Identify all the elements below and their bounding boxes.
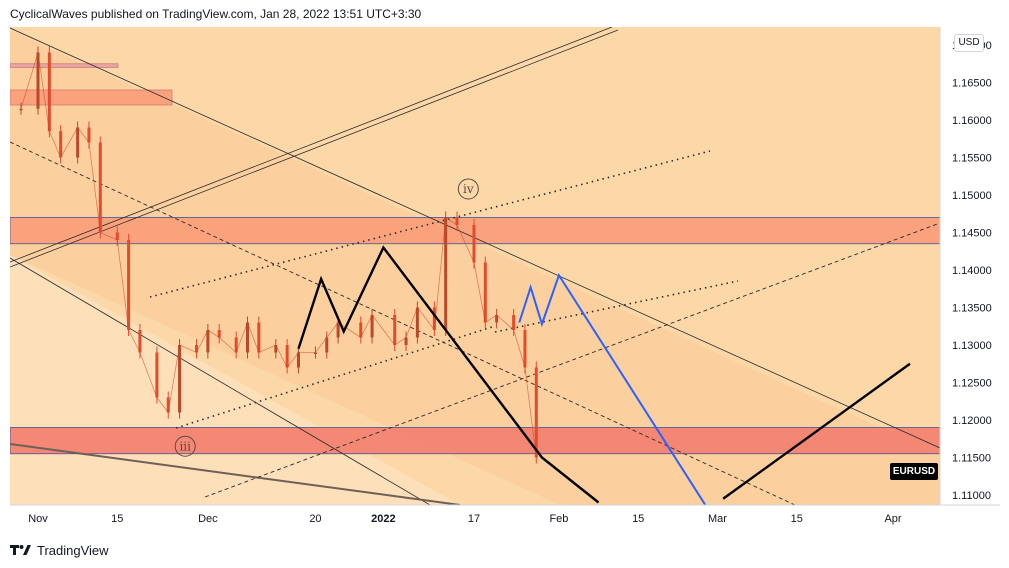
price-bar [195, 345, 199, 353]
wave-label-text: iii [179, 439, 191, 453]
price-bar [87, 127, 91, 143]
double-line-a [10, 27, 613, 263]
channel-line-bottom [10, 257, 431, 505]
x-tick-label: Nov [28, 513, 48, 525]
price-bar [98, 142, 102, 233]
plot-layer: iv iii [10, 27, 940, 505]
wave-label-circle [174, 435, 196, 457]
publish-info: CyclicalWaves published on TradingView.c… [10, 7, 422, 21]
price-bar [370, 315, 374, 338]
price-bar [246, 322, 250, 353]
y-tick-label: 1.15000 [952, 190, 992, 202]
price-bar [59, 131, 63, 158]
price-bar [432, 307, 436, 330]
price-bar [455, 217, 459, 225]
price-bar [115, 232, 119, 240]
x-tick-label: 15 [791, 513, 803, 525]
price-bar [178, 345, 182, 413]
price-bar [404, 337, 408, 345]
x-tick-label: 15 [632, 513, 644, 525]
y-tick-label: 1.11000 [952, 490, 991, 502]
price-bar [217, 330, 221, 338]
price-bar [257, 322, 261, 353]
gray-declining-line [10, 443, 461, 505]
double-line-b [10, 29, 619, 268]
currency-badge[interactable]: USD [954, 34, 984, 52]
tradingview-logo-icon [10, 545, 31, 555]
zone-upper-box-2 [10, 89, 173, 106]
x-tick-label: Apr [884, 513, 901, 525]
x-tick-label: 20 [309, 513, 321, 525]
price-bar [234, 337, 238, 353]
price-bar [138, 330, 142, 353]
price-bar [495, 315, 499, 323]
drawing-rising-black-line [722, 362, 911, 500]
price-series [19, 46, 538, 464]
price-bar [325, 337, 329, 353]
price-bar [534, 367, 538, 458]
price-bar [155, 352, 159, 398]
y-tick-label: 1.12000 [952, 415, 992, 427]
price-bar [336, 322, 340, 338]
wave-label-circle [457, 178, 479, 200]
price-bar [19, 108, 23, 111]
x-tick-label: Feb [549, 513, 568, 525]
y-tick-label: 1.13500 [952, 303, 992, 315]
price-bar [444, 217, 448, 330]
price-bar [206, 330, 210, 353]
y-tick-label: 1.14500 [952, 228, 992, 240]
price-bar [76, 127, 80, 158]
brand-name: TradingView [37, 542, 109, 558]
x-tick-label: 17 [468, 513, 480, 525]
zone-upper-box-1 [10, 63, 119, 68]
price-bar [393, 315, 397, 345]
price-line [20, 52, 537, 458]
price-bar [127, 240, 131, 330]
price-bar [483, 262, 487, 323]
drawing-blue-projection [518, 272, 707, 505]
x-tick-label: Mar [708, 513, 727, 525]
y-tick-label: 1.12500 [952, 378, 992, 390]
y-tick-label: 1.15500 [952, 153, 992, 165]
dotted-channel-lower [175, 325, 496, 429]
y-tick-label: 1.14000 [952, 265, 992, 277]
price-bar [313, 352, 317, 354]
y-tick-label: 1.11500 [952, 453, 991, 465]
price-bar [415, 307, 419, 338]
footer: TradingView [10, 541, 109, 559]
price-bar [47, 52, 51, 132]
x-tick-label: Dec [198, 513, 218, 525]
wave-label-text: iv [463, 182, 474, 196]
price-bar [166, 397, 170, 413]
price-bar [285, 345, 289, 368]
y-tick-label: 1.13000 [952, 340, 992, 352]
dashed-rising-line [204, 222, 940, 498]
y-tick-label: 1.16000 [952, 115, 992, 127]
price-bar [523, 330, 527, 368]
price-bar [296, 352, 300, 368]
x-tick-label: 2022 [371, 513, 395, 525]
price-bar [512, 315, 516, 330]
symbol-label: EURUSD [890, 463, 938, 480]
price-bar [36, 52, 40, 109]
y-tick-label: 1.16500 [952, 78, 992, 90]
zone-support-zone [10, 427, 940, 455]
price-bar [274, 345, 278, 353]
price-bar [472, 225, 476, 263]
x-tick-label: 15 [111, 513, 123, 525]
drawing-black-zigzag [297, 245, 600, 504]
price-bar [359, 322, 363, 338]
